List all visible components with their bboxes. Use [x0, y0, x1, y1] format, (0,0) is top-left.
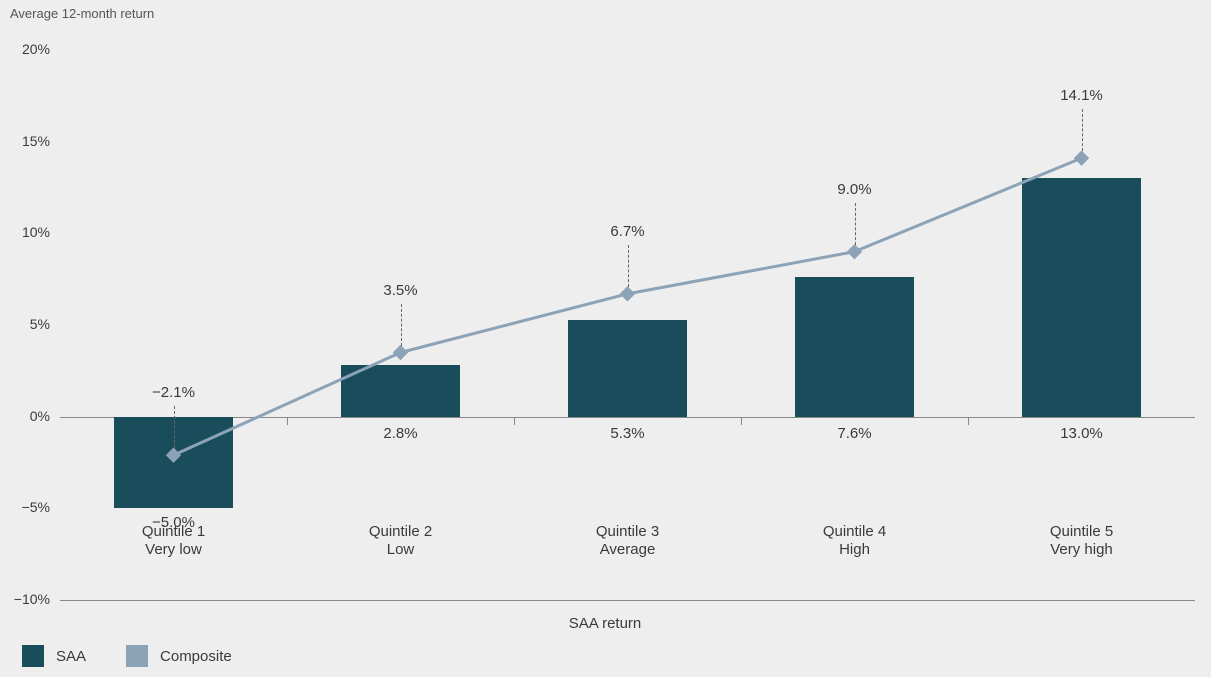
bar-value-label: 13.0% — [1032, 425, 1132, 442]
y-axis-title: Average 12-month return — [10, 6, 154, 21]
line-value-label: 3.5% — [351, 282, 451, 299]
line-value-label: 6.7% — [578, 223, 678, 240]
category-label-line: Low — [321, 541, 481, 560]
y-tick-label: −10% — [10, 591, 50, 607]
composite-marker — [394, 346, 408, 360]
x-tick — [968, 417, 969, 425]
legend-item: Composite — [126, 645, 232, 667]
bar — [795, 277, 913, 416]
composite-marker — [621, 287, 635, 301]
line-value-label: −2.1% — [124, 384, 224, 401]
bar — [568, 320, 686, 417]
category-label: Quintile 5Very high — [1002, 523, 1162, 561]
category-label-line: Quintile 5 — [1002, 523, 1162, 542]
category-label: Quintile 3Average — [548, 523, 708, 561]
composite-marker — [848, 245, 862, 259]
category-label-line: Quintile 2 — [321, 523, 481, 542]
legend: SAA Composite — [22, 645, 232, 667]
category-label: Quintile 2Low — [321, 523, 481, 561]
category-label-line: Very low — [94, 541, 254, 560]
bottom-axis-line — [60, 600, 1195, 601]
legend-label: SAA — [56, 648, 86, 665]
legend-label: Composite — [160, 648, 232, 665]
line-value-label: 14.1% — [1032, 87, 1132, 104]
category-label-line: High — [775, 541, 935, 560]
data-leader — [401, 304, 402, 346]
line-value-label: 9.0% — [805, 181, 905, 198]
legend-swatch — [126, 645, 148, 667]
legend-swatch — [22, 645, 44, 667]
data-leader — [855, 203, 856, 245]
category-label: Quintile 4High — [775, 523, 935, 561]
legend-item: SAA — [22, 645, 86, 667]
x-tick — [514, 417, 515, 425]
chart-container: Average 12-month return −10% −5% 0% 5% 10% 15… — [0, 0, 1211, 677]
x-tick — [741, 417, 742, 425]
x-axis-title: SAA return — [505, 615, 705, 632]
bar-value-label: 7.6% — [805, 425, 905, 442]
category-label-line: Quintile 1 — [94, 523, 254, 542]
category-label-line: Average — [548, 541, 708, 560]
y-tick-label: 10% — [10, 224, 50, 240]
category-label-line: Quintile 4 — [775, 523, 935, 542]
y-tick-label: 5% — [10, 316, 50, 332]
category-label-line: Very high — [1002, 541, 1162, 560]
category-label-line: Quintile 3 — [548, 523, 708, 542]
data-leader — [1082, 109, 1083, 151]
y-tick-label: −5% — [10, 499, 50, 515]
bar-value-label: 2.8% — [351, 425, 451, 442]
data-leader — [628, 245, 629, 287]
data-leader — [174, 406, 175, 448]
x-tick — [287, 417, 288, 425]
y-tick-label: 0% — [10, 408, 50, 424]
bar — [341, 365, 459, 416]
bar — [1022, 178, 1140, 416]
y-tick-label: 20% — [10, 41, 50, 57]
category-label: Quintile 1Very low — [94, 523, 254, 561]
bar-value-label: 5.3% — [578, 425, 678, 442]
composite-marker — [1075, 151, 1089, 165]
y-tick-label: 15% — [10, 133, 50, 149]
